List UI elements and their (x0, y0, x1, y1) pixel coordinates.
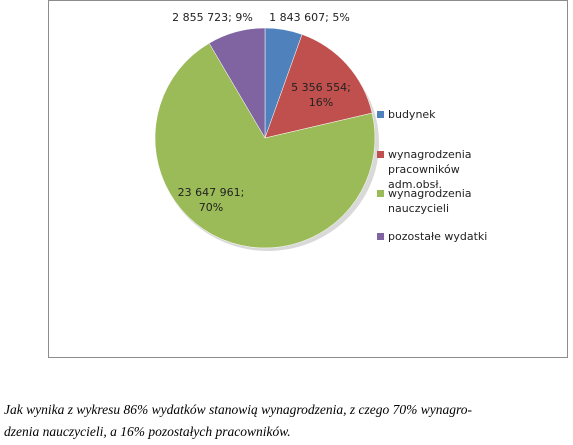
data-label: 23 647 961; 70% (177, 186, 245, 214)
legend-swatch (377, 233, 384, 240)
pie-slice (208, 27, 266, 139)
legend-label: budynek (388, 108, 436, 121)
data-label: 1 843 607; 5% (269, 11, 350, 24)
caption-line: Jak wynika z wykresu 86% wydatków stanow… (4, 402, 472, 417)
data-label: 2 855 723; 9% (172, 11, 253, 24)
caption-line: dzenia nauczycieli, a 16% pozostałych pr… (4, 424, 291, 439)
legend-swatch (377, 111, 384, 118)
legend-label: wynagrodzenia pracowników adm.obsł. (388, 148, 472, 191)
legend-label: pozostałe wydatki (388, 230, 488, 243)
legend-label: wynagrodzenia nauczycieli (388, 187, 472, 215)
pie-slice (264, 34, 373, 139)
data-label: 5 356 554; 16% (291, 81, 351, 109)
pie-slice (154, 42, 376, 249)
legend-swatch (377, 151, 384, 158)
legend-swatch (377, 190, 384, 197)
